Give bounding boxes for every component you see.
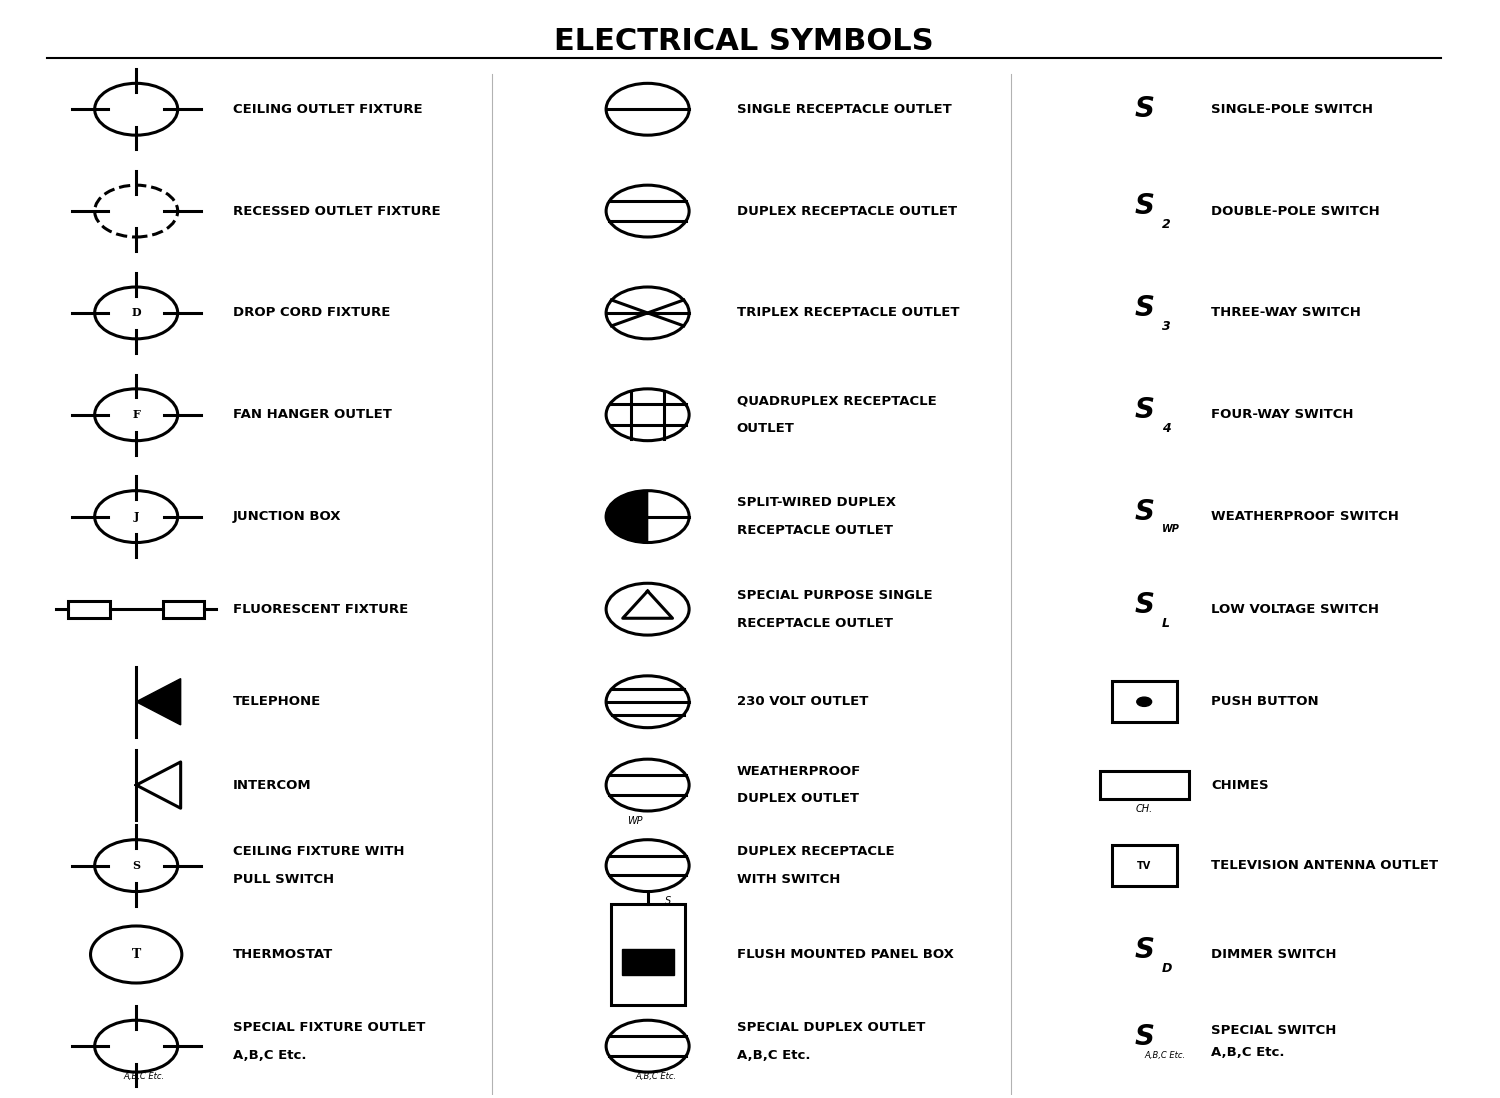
Text: ELECTRICAL SYMBOLS: ELECTRICAL SYMBOLS [554,26,934,56]
Text: A,B,C Etc.: A,B,C Etc. [736,1049,810,1062]
Text: INTERCOM: INTERCOM [232,778,310,792]
Text: S: S [1134,396,1154,424]
Text: TV: TV [1137,861,1152,871]
Text: D: D [1162,962,1173,975]
Text: TELEPHONE: TELEPHONE [232,695,321,708]
Text: DIMMER SWITCH: DIMMER SWITCH [1210,948,1336,961]
Text: RECEPTACLE OUTLET: RECEPTACLE OUTLET [736,524,892,537]
Text: S: S [1134,96,1154,123]
Text: A,B,C Etc.: A,B,C Etc. [634,1072,676,1082]
Text: WP: WP [627,816,644,826]
Text: D: D [132,307,141,318]
Text: DROP CORD FIXTURE: DROP CORD FIXTURE [232,306,390,320]
Text: J: J [134,511,140,522]
Polygon shape [136,679,180,725]
Text: FLUSH MOUNTED PANEL BOX: FLUSH MOUNTED PANEL BOX [736,948,954,961]
Text: FAN HANGER OUTLET: FAN HANGER OUTLET [232,408,392,422]
Text: THERMOSTAT: THERMOSTAT [232,948,333,961]
Text: RECEPTACLE OUTLET: RECEPTACLE OUTLET [736,617,892,629]
Text: TELEVISION ANTENNA OUTLET: TELEVISION ANTENNA OUTLET [1210,859,1438,872]
Text: DUPLEX OUTLET: DUPLEX OUTLET [736,793,858,806]
Text: JUNCTION BOX: JUNCTION BOX [232,511,340,523]
Text: L: L [1162,617,1170,629]
Text: CHIMES: CHIMES [1210,778,1269,792]
Text: F: F [132,410,140,421]
Text: 230 VOLT OUTLET: 230 VOLT OUTLET [736,695,868,708]
Text: THREE-WAY SWITCH: THREE-WAY SWITCH [1210,306,1360,320]
Text: S: S [132,860,140,871]
Text: PULL SWITCH: PULL SWITCH [232,873,333,886]
Text: WITH SWITCH: WITH SWITCH [736,873,840,886]
Text: S: S [664,896,672,906]
Text: WP: WP [1162,524,1180,534]
Text: S: S [1134,498,1154,526]
Text: S: S [1134,935,1154,964]
Text: FOUR-WAY SWITCH: FOUR-WAY SWITCH [1210,408,1353,422]
Text: SINGLE-POLE SWITCH: SINGLE-POLE SWITCH [1210,103,1372,115]
Text: SPECIAL PURPOSE SINGLE: SPECIAL PURPOSE SINGLE [736,589,932,602]
Text: FLUORESCENT FIXTURE: FLUORESCENT FIXTURE [232,603,408,616]
Text: DUPLEX RECEPTACLE OUTLET: DUPLEX RECEPTACLE OUTLET [736,204,957,217]
Text: CEILING FIXTURE WITH: CEILING FIXTURE WITH [232,845,404,859]
Text: S: S [1134,591,1154,618]
Text: SPECIAL FIXTURE OUTLET: SPECIAL FIXTURE OUTLET [232,1021,424,1034]
Bar [621,950,674,975]
Text: SPLIT-WIRED DUPLEX: SPLIT-WIRED DUPLEX [736,496,896,509]
Bar [610,904,684,1006]
Polygon shape [606,491,648,542]
Text: T: T [132,948,141,961]
Text: LOW VOLTAGE SWITCH: LOW VOLTAGE SWITCH [1210,603,1378,616]
Text: DOUBLE-POLE SWITCH: DOUBLE-POLE SWITCH [1210,204,1380,217]
Text: 2: 2 [1162,219,1172,232]
Text: S: S [1134,1023,1154,1051]
Bar [68,601,110,617]
Bar [164,601,204,617]
Text: S: S [1134,294,1154,323]
Text: 3: 3 [1162,321,1172,334]
Text: DUPLEX RECEPTACLE: DUPLEX RECEPTACLE [736,845,894,859]
Text: A,B,C Etc.: A,B,C Etc. [1210,1046,1284,1060]
Text: A,B,C Etc.: A,B,C Etc. [1144,1051,1185,1060]
Text: PUSH BUTTON: PUSH BUTTON [1210,695,1318,708]
Text: TRIPLEX RECEPTACLE OUTLET: TRIPLEX RECEPTACLE OUTLET [736,306,958,320]
Bar [1100,771,1188,799]
Text: WEATHERPROOF SWITCH: WEATHERPROOF SWITCH [1210,511,1400,523]
Text: SPECIAL SWITCH: SPECIAL SWITCH [1210,1024,1336,1037]
Text: SPECIAL DUPLEX OUTLET: SPECIAL DUPLEX OUTLET [736,1021,926,1034]
Bar [1112,845,1178,886]
Text: A,B,C Etc.: A,B,C Etc. [232,1049,306,1062]
Text: RECESSED OUTLET FIXTURE: RECESSED OUTLET FIXTURE [232,204,440,217]
Text: CEILING OUTLET FIXTURE: CEILING OUTLET FIXTURE [232,103,422,115]
Text: S: S [1134,192,1154,221]
Text: 4: 4 [1162,422,1172,435]
Text: A,B,C Etc.: A,B,C Etc. [123,1072,165,1082]
Text: CH.: CH. [1136,804,1154,814]
Bar [1112,682,1178,722]
Text: OUTLET: OUTLET [736,422,795,435]
Text: WEATHERPROOF: WEATHERPROOF [736,764,861,777]
Text: QUADRUPLEX RECEPTACLE: QUADRUPLEX RECEPTACLE [736,394,936,407]
Text: SINGLE RECEPTACLE OUTLET: SINGLE RECEPTACLE OUTLET [736,103,951,115]
Circle shape [1137,697,1152,706]
